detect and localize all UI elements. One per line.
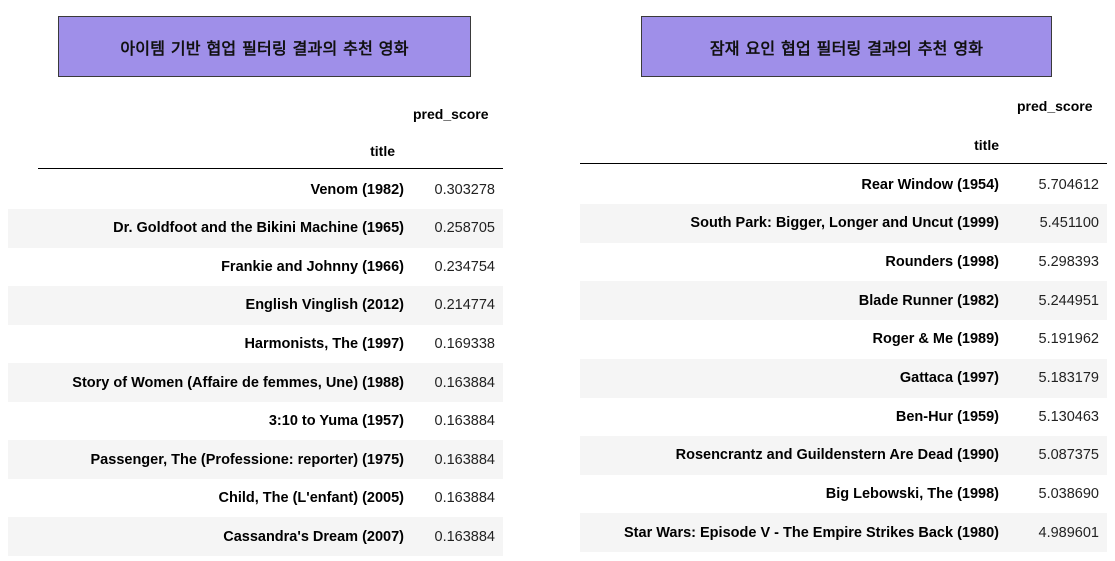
pred-score-value: 0.234754 [434, 258, 495, 275]
pred-score-value: 5.191962 [1038, 331, 1099, 348]
pred-score-value: 5.244951 [1038, 292, 1099, 309]
movie-title: Child, The (L'enfant) (2005) [218, 490, 404, 507]
table-row: South Park: Bigger, Longer and Uncut (19… [580, 203, 1107, 243]
pred-score-value: 5.038690 [1038, 486, 1099, 503]
movie-title: 3:10 to Yuma (1957) [268, 413, 404, 430]
pred-score-value: 0.258705 [434, 220, 495, 237]
left-header-rule [38, 168, 503, 169]
table-row: Story of Women (Affaire de femmes, Une) … [8, 363, 503, 402]
left-index-header: title [370, 143, 395, 159]
table-row: Roger & Me (1989) 5.191962 [580, 320, 1107, 359]
pred-score-value: 5.130463 [1038, 408, 1099, 425]
pred-score-value: 0.214774 [434, 297, 495, 314]
pred-score-value: 5.298393 [1038, 253, 1099, 270]
table-row: Venom (1982) 0.303278 [8, 170, 503, 209]
right-heading-box: 잠재 요인 협업 필터링 결과의 추천 영화 [641, 16, 1052, 77]
movie-title: Venom (1982) [310, 181, 405, 198]
table-row: Rear Window (1954) 5.704612 [580, 165, 1107, 204]
movie-title: Blade Runner (1982) [858, 292, 999, 309]
movie-title: Cassandra's Dream (2007) [223, 528, 404, 545]
pred-score-value: 0.163884 [434, 413, 495, 430]
table-row: Harmonists, The (1997) 0.169338 [8, 324, 503, 363]
table-row: English Vinglish (2012) 0.214774 [8, 285, 503, 325]
left-column-header: pred_score [413, 106, 489, 122]
movie-title: Passenger, The (Professione: reporter) (… [90, 451, 404, 468]
pred-score-value: 5.451100 [1039, 215, 1099, 232]
movie-title: Story of Women (Affaire de femmes, Une) … [72, 374, 404, 391]
pred-score-value: 0.303278 [434, 181, 495, 198]
right-header-rule [580, 163, 1107, 164]
pred-score-value: 5.183179 [1038, 370, 1099, 386]
movie-title: Frankie and Johnny (1966) [221, 258, 404, 275]
movie-title: Dr. Goldfoot and the Bikini Machine (196… [113, 220, 404, 237]
table-row: 3:10 to Yuma (1957) 0.163884 [8, 402, 503, 441]
pred-score-value: 4.989601 [1038, 524, 1099, 541]
pred-score-value: 0.163884 [434, 374, 495, 391]
table-row: Star Wars: Episode V - The Empire Strike… [580, 513, 1107, 553]
table-row: Cassandra's Dream (2007) 0.163884 [8, 517, 503, 557]
table-row: Rounders (1998) 5.298393 [580, 242, 1107, 281]
table-row: Frankie and Johnny (1966) 0.234754 [8, 247, 503, 286]
table-row: Ben-Hur (1959) 5.130463 [580, 397, 1107, 436]
movie-title: Big Lebowski, The (1998) [825, 486, 999, 503]
pred-score-value: 0.169338 [434, 335, 495, 352]
movie-title: Rosencrantz and Guildenstern Are Dead (1… [675, 447, 999, 464]
movie-title: Rear Window (1954) [861, 176, 999, 193]
table-row: Passenger, The (Professione: reporter) (… [8, 440, 503, 480]
left-heading: 아이템 기반 협업 필터링 결과의 추천 영화 [120, 38, 409, 58]
pred-score-value: 5.704612 [1038, 176, 1099, 193]
movie-title: English Vinglish (2012) [245, 297, 404, 314]
table-row: Rosencrantz and Guildenstern Are Dead (1… [580, 435, 1107, 475]
right-heading: 잠재 요인 협업 필터링 결과의 추천 영화 [709, 38, 984, 58]
table-row: Gattaca (1997) 5.183179 [580, 358, 1107, 398]
movie-title: South Park: Bigger, Longer and Uncut (19… [690, 215, 999, 232]
table-row: Blade Runner (1982) 5.244951 [580, 281, 1107, 321]
movie-title: Rounders (1998) [885, 253, 999, 270]
pred-score-value: 0.163884 [434, 490, 495, 507]
left-heading-box: 아이템 기반 협업 필터링 결과의 추천 영화 [58, 16, 471, 77]
movie-title: Roger & Me (1989) [872, 331, 999, 348]
right-index-header: title [974, 137, 999, 153]
pred-score-value: 0.163884 [434, 451, 495, 468]
movie-title: Gattaca (1997) [899, 370, 999, 386]
movie-title: Harmonists, The (1997) [244, 335, 404, 352]
movie-title: Ben-Hur (1959) [895, 408, 999, 425]
table-row: Big Lebowski, The (1998) 5.038690 [580, 475, 1107, 514]
pred-score-value: 5.087375 [1038, 447, 1099, 464]
right-column-header: pred_score [1017, 98, 1093, 114]
pred-score-value: 0.163884 [434, 528, 495, 545]
table-row: Child, The (L'enfant) (2005) 0.163884 [8, 479, 503, 518]
movie-title: Star Wars: Episode V - The Empire Strike… [624, 524, 999, 541]
table-row: Dr. Goldfoot and the Bikini Machine (196… [8, 208, 503, 248]
